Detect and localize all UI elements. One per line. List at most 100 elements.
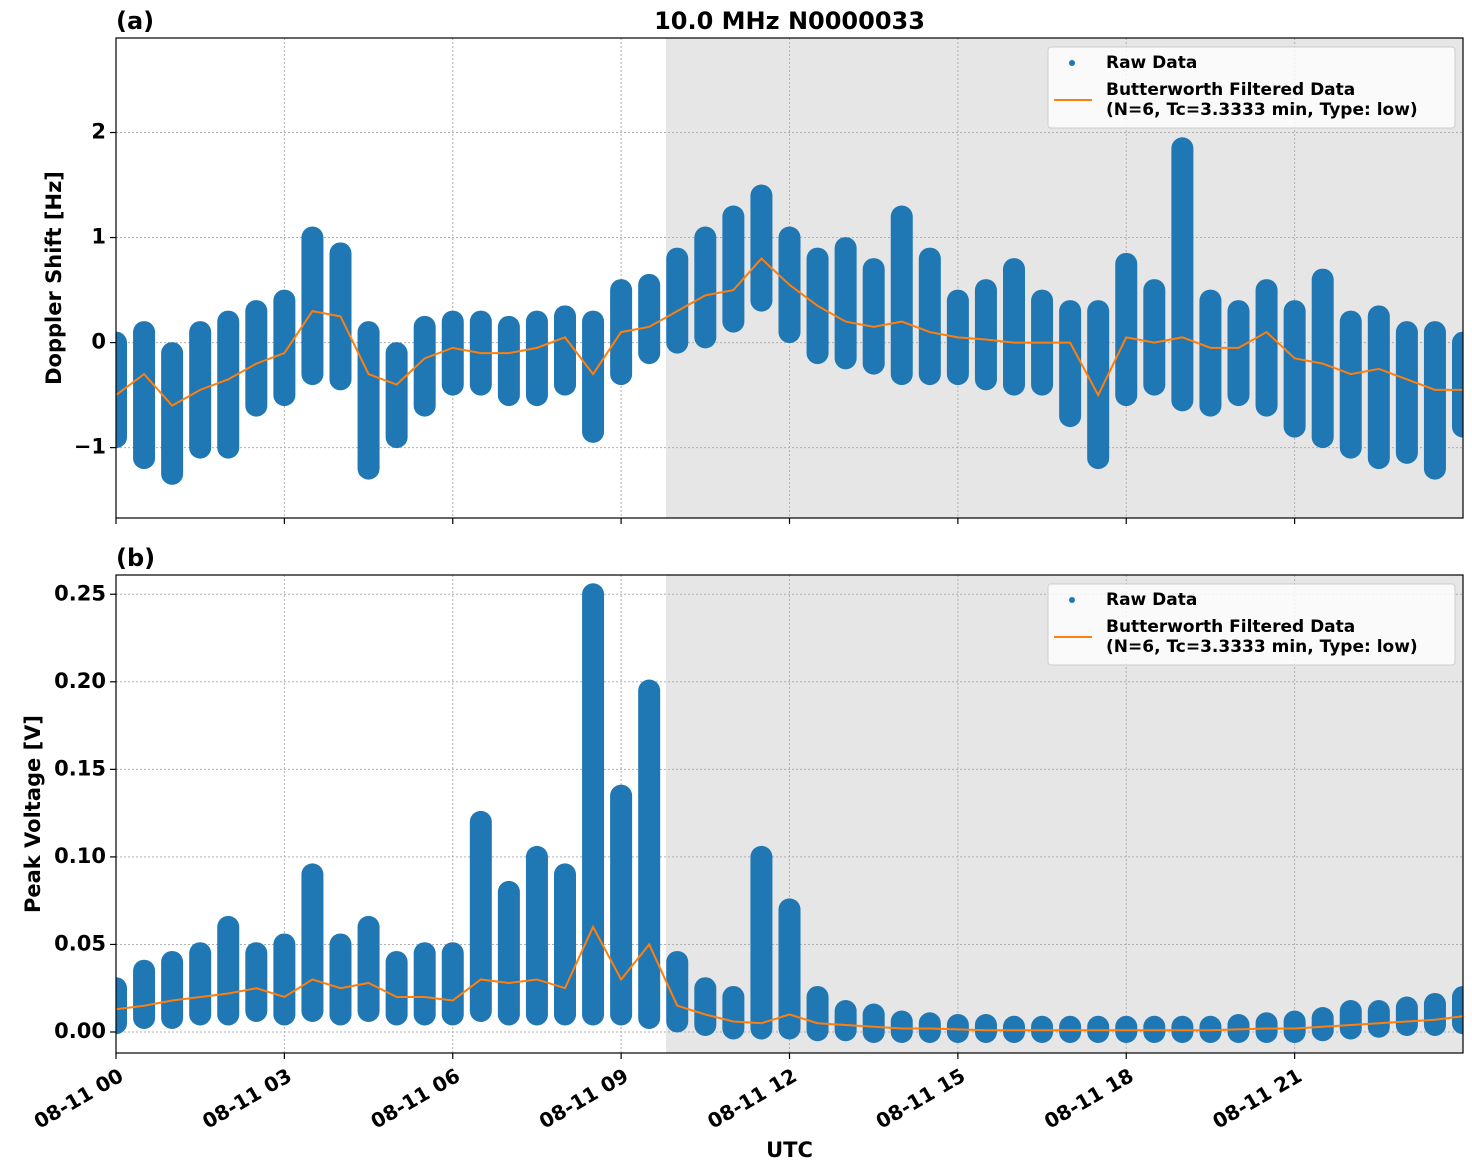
raw-data-point [197,950,204,957]
raw-data-point [1011,1023,1017,1030]
raw-data-point [116,1020,119,1027]
raw-data-point [786,329,793,336]
raw-data-point [786,234,793,241]
raw-data-point [842,355,849,362]
raw-data-point [421,950,428,957]
raw-data-point [1011,381,1017,388]
raw-data-point [337,941,344,948]
x-tick-label: 08-11 00 [30,1063,128,1133]
raw-data-point [618,792,625,799]
raw-data-point [562,381,568,388]
raw-data-point [758,297,765,304]
x-tick-label: 08-11 18 [1040,1063,1138,1133]
raw-data-point [393,434,400,441]
raw-data-point [1067,413,1074,420]
raw-data-point [1347,1025,1354,1032]
y-tick-label: 2 [91,120,106,144]
raw-data-point [646,281,653,288]
raw-data-point [1347,318,1354,325]
raw-data-point [225,923,232,930]
raw-data-point [1460,339,1463,346]
raw-data-point [1403,1004,1410,1011]
raw-data-point [421,323,428,330]
raw-data-point [590,591,597,598]
y-axis-label: Doppler Shift [Hz] [42,171,66,385]
raw-data-point [1347,1007,1354,1014]
plot-area [116,137,1463,485]
legend-marker [1069,597,1075,603]
raw-data-point [618,371,625,378]
raw-data-point [253,402,260,409]
raw-data-point [562,1011,568,1018]
raw-data-point [786,1025,793,1032]
raw-data-point [618,1011,625,1018]
raw-data-point [898,1028,905,1035]
raw-data-point [814,993,821,1000]
raw-data-point [786,906,793,913]
raw-data-point [1291,1018,1298,1025]
raw-data-point [1291,308,1298,315]
x-tick-label: 08-11 21 [1208,1063,1306,1133]
raw-data-point [1319,434,1326,441]
raw-data-point [898,371,905,378]
raw-data-point [477,318,484,325]
raw-data-point [1431,1000,1438,1007]
raw-data-point [1263,1028,1270,1035]
raw-data-point [870,1011,877,1018]
raw-data-point [982,1021,989,1028]
legend-box [1047,46,1456,129]
raw-data-point [562,871,568,878]
raw-data-point [1207,402,1214,409]
filtered-line [116,257,1463,407]
legend-label: Butterworth Filtered Data (N=6, Tc=3.3333… [1106,617,1418,657]
raw-data-point [309,234,316,241]
raw-data-point [1123,260,1130,267]
raw-data-point [1263,1020,1270,1027]
raw-data-point [337,376,344,383]
x-tick-label: 08-11 03 [198,1063,296,1133]
x-tick-label: 08-11 15 [872,1063,970,1133]
raw-data-point [197,1011,204,1018]
raw-data-point [1179,1023,1186,1030]
plot-area [116,583,1463,1043]
raw-data-point [1095,455,1102,462]
raw-data-point [758,853,765,860]
legend-label: Butterworth Filtered Data (N=6, Tc=3.3333… [1106,80,1418,120]
raw-data-point [1375,1007,1382,1014]
raw-data-point [674,1018,681,1025]
raw-data-point [253,1007,260,1014]
raw-data-point [1095,308,1102,315]
raw-data-point [1151,381,1158,388]
raw-data-point [1235,392,1242,399]
raw-data-point [1039,1023,1046,1030]
chart-title: 10.0 MHz N0000033 [654,7,925,35]
raw-data-point [1291,423,1298,430]
legend-label: Raw Data [1106,590,1197,610]
raw-data-point [1095,1023,1102,1030]
raw-data-point [253,308,260,315]
raw-data-point [505,1011,512,1018]
raw-data-point [309,871,316,878]
y-axis-label: Peak Voltage [V] [21,715,45,913]
raw-data-point [1431,465,1438,472]
raw-data-point [730,213,737,220]
raw-data-point [116,339,119,346]
raw-data-point [449,381,456,388]
raw-data-point [1460,423,1463,430]
raw-data-point [646,687,653,694]
raw-data-point [365,465,372,472]
raw-data-point [337,250,344,257]
raw-data-point [842,245,849,252]
y-tick-label: 0 [91,330,106,354]
raw-data-point [365,1007,372,1014]
raw-data-point [1431,1021,1438,1028]
raw-data-point [225,318,232,325]
raw-data-point [954,1021,961,1028]
raw-data-point [197,329,204,336]
raw-data-point [449,318,456,325]
raw-data-point [954,1028,961,1035]
raw-data-point [870,266,877,273]
raw-data-point [1235,308,1242,315]
raw-data-point [141,329,148,336]
